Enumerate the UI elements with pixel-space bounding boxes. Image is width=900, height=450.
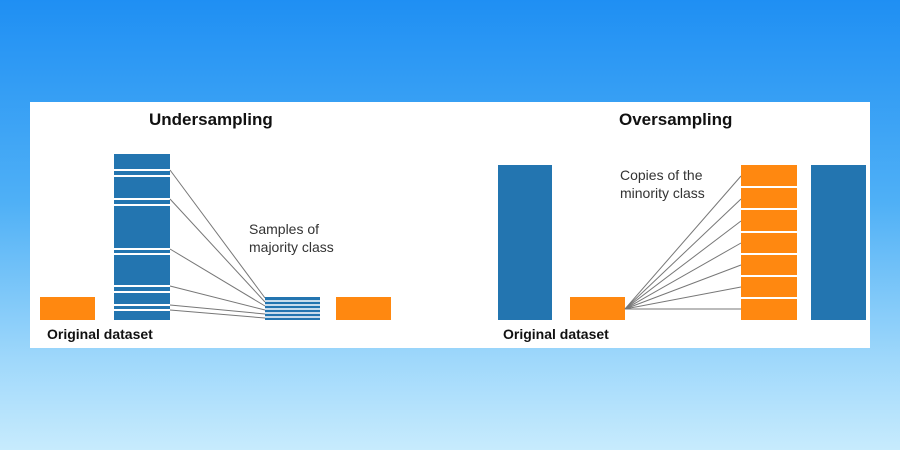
undersampling-note-line2: majority class [249,239,334,255]
oversampling-minority-bar [570,297,625,320]
oversampling-majority-bar [498,165,552,320]
oversampling-note-line1: Copies of the [620,167,703,183]
oversampling-title: Oversampling [619,110,733,129]
undersampling-note-line1: Samples of [249,221,320,237]
oversampling-caption: Original dataset [503,326,609,342]
undersampling-connectors [169,169,266,319]
undersampling-caption: Original dataset [47,326,153,342]
diagram-panel: Undersampling Original dataset Samples o… [30,102,870,348]
oversampling-note: Copies of the minority class [620,166,705,202]
sampled-stack-separators [265,300,320,318]
undersampling-diagram [40,154,391,320]
majority-sample-separators [114,169,170,311]
minority-copies-stack [741,165,797,320]
undersampling-note: Samples of majority class [249,220,334,256]
majority-class-bar [114,154,170,320]
sampling-diagram [40,154,866,320]
minority-class-bar [40,297,95,320]
oversampling-diagram [498,165,866,320]
balanced-minority-bar [336,297,391,320]
oversampling-note-line2: minority class [620,185,705,201]
balanced-majority-bar [811,165,866,320]
oversampling-connectors [624,175,742,310]
undersampling-title: Undersampling [149,110,273,129]
